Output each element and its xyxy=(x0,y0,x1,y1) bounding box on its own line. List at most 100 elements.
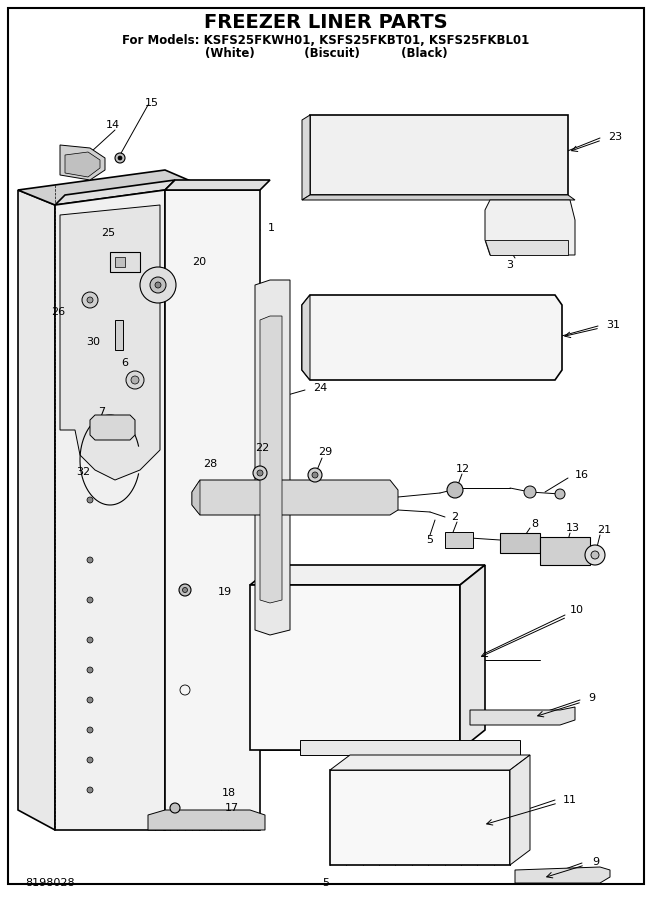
Circle shape xyxy=(87,557,93,563)
Circle shape xyxy=(87,667,93,673)
Polygon shape xyxy=(510,755,530,865)
Text: FREEZER LINER PARTS: FREEZER LINER PARTS xyxy=(204,13,448,32)
Polygon shape xyxy=(250,565,485,585)
Text: 20: 20 xyxy=(192,257,206,267)
Polygon shape xyxy=(165,190,260,830)
Text: 14: 14 xyxy=(106,120,120,130)
Polygon shape xyxy=(302,295,562,380)
Text: 11: 11 xyxy=(563,795,577,805)
Circle shape xyxy=(257,470,263,476)
Polygon shape xyxy=(192,480,398,515)
Polygon shape xyxy=(302,295,310,380)
Text: 5: 5 xyxy=(426,535,434,545)
Circle shape xyxy=(87,637,93,643)
Text: 8198028: 8198028 xyxy=(25,878,74,888)
Circle shape xyxy=(524,486,536,498)
Circle shape xyxy=(87,597,93,603)
Text: 2: 2 xyxy=(451,512,458,522)
Bar xyxy=(115,320,123,350)
Polygon shape xyxy=(485,200,575,255)
Text: 7: 7 xyxy=(98,407,106,417)
Polygon shape xyxy=(60,145,105,180)
Text: 23: 23 xyxy=(608,132,622,142)
Polygon shape xyxy=(302,195,575,200)
Circle shape xyxy=(87,727,93,733)
Text: 26: 26 xyxy=(51,307,65,317)
Circle shape xyxy=(87,297,93,303)
Text: 30: 30 xyxy=(86,337,100,347)
Text: 3: 3 xyxy=(507,260,514,270)
Polygon shape xyxy=(330,770,510,865)
Circle shape xyxy=(585,545,605,565)
Text: 31: 31 xyxy=(606,320,620,330)
Text: 32: 32 xyxy=(76,467,90,477)
Polygon shape xyxy=(55,180,175,205)
Bar xyxy=(540,537,590,565)
Text: 1: 1 xyxy=(268,223,275,233)
Text: 24: 24 xyxy=(313,383,327,393)
Polygon shape xyxy=(260,316,282,603)
Circle shape xyxy=(118,156,122,160)
Circle shape xyxy=(87,697,93,703)
Text: 13: 13 xyxy=(566,523,580,533)
Polygon shape xyxy=(460,565,485,750)
Polygon shape xyxy=(165,180,270,190)
Text: 15: 15 xyxy=(145,98,159,108)
Polygon shape xyxy=(330,755,530,770)
Text: 9: 9 xyxy=(592,857,599,867)
Text: 18: 18 xyxy=(222,788,236,798)
Bar xyxy=(445,532,473,548)
Polygon shape xyxy=(18,190,55,830)
Polygon shape xyxy=(300,740,520,755)
Polygon shape xyxy=(250,585,460,750)
Text: 17: 17 xyxy=(225,803,239,813)
Polygon shape xyxy=(55,190,165,830)
Text: 21: 21 xyxy=(597,525,611,535)
Text: For Models: KSFS25FKWH01, KSFS25FKBT01, KSFS25FKBL01: For Models: KSFS25FKWH01, KSFS25FKBT01, … xyxy=(123,33,529,47)
Polygon shape xyxy=(302,115,310,200)
Text: 28: 28 xyxy=(203,459,217,469)
Circle shape xyxy=(447,482,463,498)
Text: 16: 16 xyxy=(575,470,589,480)
Circle shape xyxy=(87,377,93,383)
Circle shape xyxy=(253,466,267,480)
Circle shape xyxy=(131,376,139,384)
Circle shape xyxy=(82,292,98,308)
Polygon shape xyxy=(515,867,610,883)
Text: 8: 8 xyxy=(531,519,539,529)
Circle shape xyxy=(87,457,93,463)
Circle shape xyxy=(170,803,180,813)
Text: 12: 12 xyxy=(456,464,470,474)
Bar xyxy=(115,257,125,267)
Text: 9: 9 xyxy=(588,693,595,703)
Circle shape xyxy=(140,267,176,303)
Polygon shape xyxy=(60,205,160,480)
Text: 5: 5 xyxy=(323,878,329,888)
Polygon shape xyxy=(65,152,100,177)
Text: 25: 25 xyxy=(101,228,115,238)
Text: 6: 6 xyxy=(121,358,128,368)
Circle shape xyxy=(115,153,125,163)
Circle shape xyxy=(179,584,191,596)
Circle shape xyxy=(87,417,93,423)
Circle shape xyxy=(150,277,166,293)
Text: 22: 22 xyxy=(255,443,269,453)
Text: 19: 19 xyxy=(218,587,232,597)
Polygon shape xyxy=(18,170,200,205)
Circle shape xyxy=(591,551,599,559)
Polygon shape xyxy=(192,480,200,515)
Circle shape xyxy=(555,489,565,499)
Text: (White)            (Biscuit)          (Black): (White) (Biscuit) (Black) xyxy=(205,47,447,59)
Polygon shape xyxy=(485,240,568,255)
Text: 29: 29 xyxy=(318,447,332,457)
Circle shape xyxy=(308,468,322,482)
Polygon shape xyxy=(470,707,575,725)
Circle shape xyxy=(87,757,93,763)
Circle shape xyxy=(126,371,144,389)
Bar xyxy=(500,533,540,553)
Text: 10: 10 xyxy=(570,605,584,615)
Bar xyxy=(110,252,140,272)
Circle shape xyxy=(183,588,188,592)
Circle shape xyxy=(87,497,93,503)
Circle shape xyxy=(87,337,93,343)
